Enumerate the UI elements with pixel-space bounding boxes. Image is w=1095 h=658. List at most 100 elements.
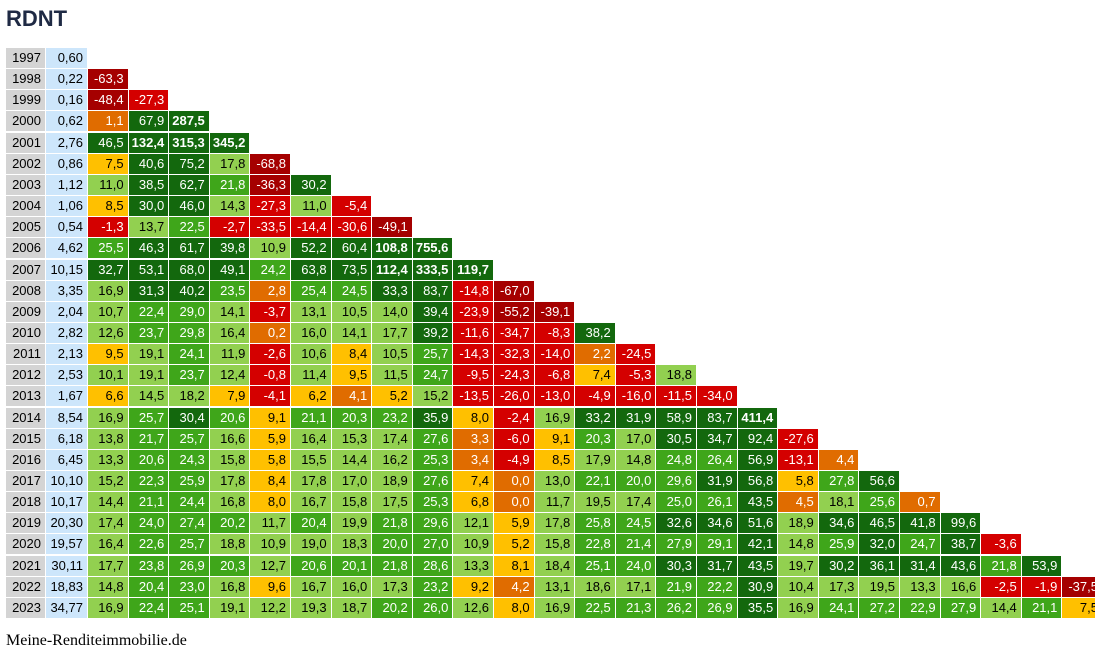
- return-cell: 18,3: [331, 534, 372, 555]
- return-cell: 22,5: [169, 217, 209, 238]
- return-cell: 4,5: [778, 492, 818, 513]
- return-cell: 29,1: [697, 534, 737, 555]
- return-cell: 5,8: [250, 449, 290, 470]
- year-label: 2000: [6, 111, 45, 132]
- year-label: 2012: [6, 365, 45, 386]
- return-cell: 24,5: [615, 513, 656, 534]
- price-value: 6,45: [46, 449, 87, 470]
- return-cell: 32,7: [88, 259, 128, 280]
- return-cell: 18,1: [818, 492, 859, 513]
- return-cell: 26,2: [656, 597, 696, 618]
- return-cell: 16,9: [88, 407, 128, 428]
- return-cell: 24,8: [656, 449, 696, 470]
- price-value: 0,86: [46, 153, 87, 174]
- return-cell: 14,8: [778, 534, 818, 555]
- return-cell: 17,4: [372, 428, 412, 449]
- return-cell: 16,8: [209, 576, 250, 597]
- return-cell: 20,4: [128, 576, 169, 597]
- return-cell: 13,3: [900, 576, 940, 597]
- return-cell: 25,3: [412, 492, 453, 513]
- return-cell: -68,8: [250, 153, 290, 174]
- return-cell: -9,5: [453, 365, 493, 386]
- return-cell: 24,7: [900, 534, 940, 555]
- return-cell: 18,8: [209, 534, 250, 555]
- return-cell: 333,5: [412, 259, 453, 280]
- return-cell: 20,2: [209, 513, 250, 534]
- return-cell: 24,1: [818, 597, 859, 618]
- return-cell: 7,5: [88, 153, 128, 174]
- return-cell: 22,6: [128, 534, 169, 555]
- return-cell: -27,3: [250, 196, 290, 217]
- return-cell: 17,8: [291, 471, 331, 491]
- return-cell: -1,3: [88, 217, 128, 238]
- return-cell: 25,6: [859, 492, 899, 513]
- return-cell: 287,5: [169, 111, 209, 132]
- return-cell: 52,2: [291, 238, 331, 259]
- return-cell: -4,1: [250, 386, 290, 407]
- return-cell: 9,1: [250, 407, 290, 428]
- return-cell: 24,5: [331, 280, 372, 301]
- return-cell: 17,3: [372, 576, 412, 597]
- return-cell: 7,5: [1062, 597, 1095, 618]
- return-cell: 43,6: [940, 555, 981, 576]
- return-cell: 41,8: [900, 513, 940, 534]
- return-cell: 31,9: [697, 471, 737, 491]
- return-cell: 9,6: [250, 576, 290, 597]
- return-cell: 12,4: [209, 365, 250, 386]
- return-cell: 22,2: [697, 576, 737, 597]
- return-cell: 0,0: [494, 492, 534, 513]
- return-cell: 83,7: [412, 280, 453, 301]
- return-cell: 31,3: [128, 280, 169, 301]
- year-label: 2008: [6, 280, 45, 301]
- return-cell: 75,2: [169, 153, 209, 174]
- return-cell: -14,0: [534, 344, 575, 365]
- return-cell: 16,9: [534, 597, 575, 618]
- return-cell: -6,0: [494, 428, 534, 449]
- return-cell: 25,1: [169, 597, 209, 618]
- return-cell: 30,4: [169, 407, 209, 428]
- return-cell: 18,2: [169, 386, 209, 407]
- return-cell: 19,0: [291, 534, 331, 555]
- return-cell: 14,0: [372, 301, 412, 322]
- return-cell: -5,3: [615, 365, 656, 386]
- return-cell: 16,4: [291, 428, 331, 449]
- return-cell: 755,6: [412, 238, 453, 259]
- price-value: 4,62: [46, 238, 87, 259]
- return-cell: 25,7: [169, 428, 209, 449]
- return-cell: 38,2: [575, 322, 615, 343]
- return-cell: 21,7: [128, 428, 169, 449]
- return-cell: 25,7: [412, 344, 453, 365]
- return-cell: 21,8: [209, 174, 250, 195]
- return-cell: 10,7: [88, 301, 128, 322]
- return-cell: 10,9: [250, 534, 290, 555]
- return-cell: -1,9: [1021, 576, 1062, 597]
- return-cell: 53,1: [128, 259, 169, 280]
- return-cell: 20,3: [209, 555, 250, 576]
- year-label: 2013: [6, 386, 45, 407]
- year-label: 2007: [6, 259, 45, 280]
- price-value: 2,53: [46, 365, 87, 386]
- return-cell: 46,5: [859, 513, 899, 534]
- return-cell: 5,8: [778, 471, 818, 491]
- year-label: 2021: [6, 555, 45, 576]
- return-cell: 19,1: [128, 344, 169, 365]
- return-cell: 10,9: [250, 238, 290, 259]
- return-cell: 27,4: [169, 513, 209, 534]
- price-value: 1,12: [46, 174, 87, 195]
- return-cell: 17,0: [331, 471, 372, 491]
- return-cell: 23,7: [169, 365, 209, 386]
- price-value: 2,13: [46, 344, 87, 365]
- return-cell: 12,6: [88, 322, 128, 343]
- return-cell: 30,0: [128, 196, 169, 217]
- return-cell: 19,9: [331, 513, 372, 534]
- return-cell: 43,5: [737, 555, 778, 576]
- return-cell: 7,4: [575, 365, 615, 386]
- return-cell: 14,4: [981, 597, 1021, 618]
- return-cell: 10,6: [291, 344, 331, 365]
- return-cell: 16,2: [372, 449, 412, 470]
- price-value: 0,60: [46, 48, 87, 68]
- return-cell: 25,8: [575, 513, 615, 534]
- return-cell: 14,8: [88, 576, 128, 597]
- price-value: 0,16: [46, 90, 87, 111]
- return-cell: 29,6: [656, 471, 696, 491]
